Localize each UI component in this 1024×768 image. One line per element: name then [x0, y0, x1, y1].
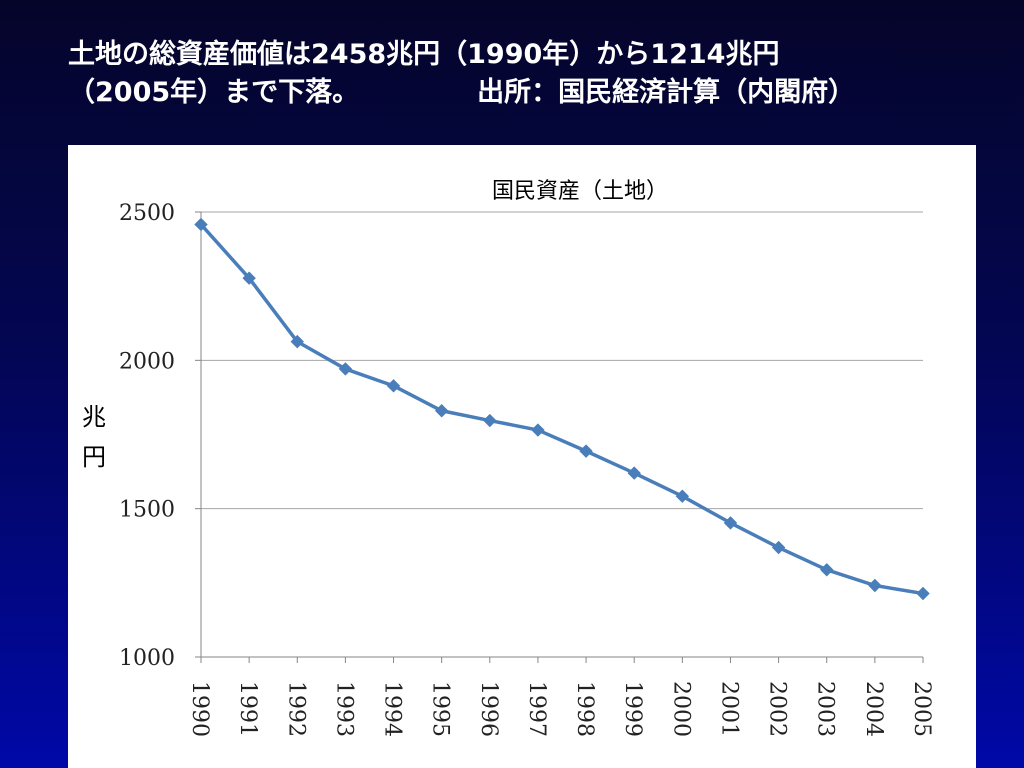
data-point-marker: [531, 423, 545, 437]
data-point-marker: [290, 334, 304, 349]
source-note: 出所：国民経済計算（内閣府）: [477, 77, 856, 108]
x-tick-label: 1997: [524, 681, 549, 737]
x-tick-label: 2004: [861, 681, 886, 737]
headline-line-2-row: （2005年）まで下落。 出所：国民経済計算（内閣府）: [68, 74, 968, 112]
y-axis-label: 兆円: [82, 403, 106, 471]
x-tick-label: 2000: [668, 681, 693, 737]
series-layer: [194, 217, 930, 601]
y-tick-label: 1500: [119, 498, 175, 523]
tick-labels: 1000 1500 2000 2500 1990 1991 1992 1993 1994 1995…: [119, 201, 934, 737]
data-point-marker: [627, 466, 641, 480]
headline-line-2: （2005年）まで下落。: [68, 77, 360, 108]
x-tick-label: 1999: [620, 681, 645, 737]
y-tick-label: 2000: [119, 349, 175, 374]
line-chart: 1000 1500 2000 2500 1990 1991 1992 1993 1994 1995…: [82, 179, 934, 737]
gridlines: [201, 211, 923, 510]
data-point-marker: [771, 540, 786, 555]
headline-line-1: 土地の総資産価値は2458兆円（1990年）から1214兆円: [68, 39, 780, 70]
x-tick-label: 1994: [380, 681, 405, 737]
y-tick-label: 2500: [119, 201, 175, 226]
data-point-marker: [386, 379, 401, 393]
data-point-marker: [723, 516, 738, 530]
x-tick-label: 1998: [572, 681, 597, 737]
chart-panel: 1000 1500 2000 2500 1990 1991 1992 1993 1994 1995…: [68, 145, 976, 768]
data-point-marker: [916, 586, 930, 601]
slide-headline: 土地の総資産価値は2458兆円（1990年）から1214兆円 （2005年）まで…: [68, 36, 968, 112]
axes: [195, 211, 924, 663]
x-tick-label: 1991: [235, 681, 260, 737]
x-tick-label: 1995: [428, 681, 453, 737]
data-point-marker: [338, 362, 353, 376]
y-axis-label-char: 円: [82, 443, 106, 471]
data-point-marker: [579, 444, 593, 458]
series-line: [199, 223, 924, 596]
data-point-marker: [194, 217, 208, 232]
y-axis-label-char: 兆: [82, 403, 106, 431]
x-tick-label: 1996: [476, 681, 501, 737]
x-tick-label: 1992: [283, 681, 308, 737]
data-point-marker: [868, 578, 882, 593]
x-tick-label: 2003: [813, 681, 838, 737]
x-tick-label: 1993: [331, 681, 356, 737]
data-point-marker: [434, 404, 449, 418]
data-point-marker: [483, 413, 497, 428]
x-tick-label: 2001: [716, 681, 741, 737]
chart-title: 国民資産（土地）: [492, 179, 668, 204]
x-tick-label: 2002: [765, 681, 790, 737]
x-tick-label: 2005: [909, 681, 934, 737]
x-tick-label: 1990: [187, 681, 212, 737]
data-point-marker: [820, 563, 834, 577]
data-point-marker: [242, 271, 256, 285]
data-point-marker: [675, 489, 690, 503]
y-tick-label: 1000: [119, 646, 175, 671]
